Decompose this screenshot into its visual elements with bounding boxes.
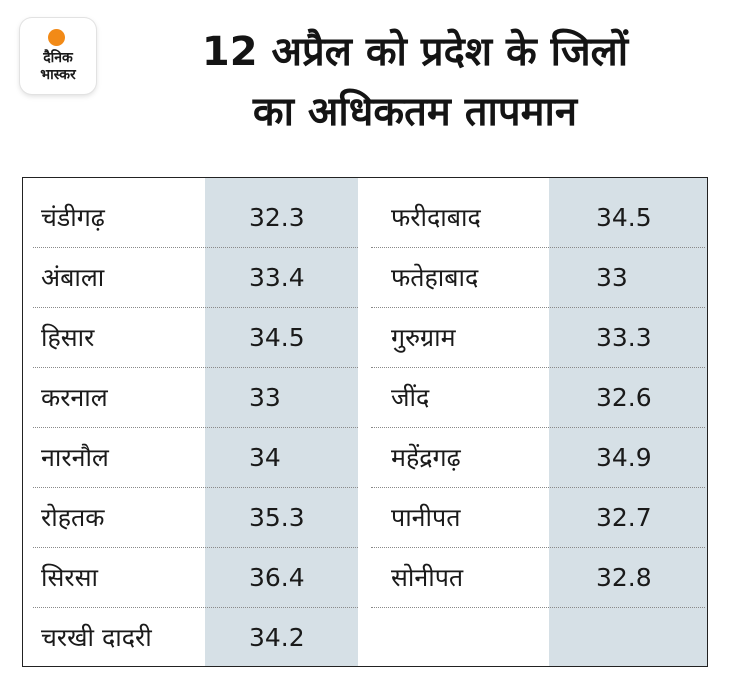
district-name-cell: चंडीगढ़ (41, 203, 105, 232)
district-name-cell: महेंद्रगढ़ (391, 443, 461, 472)
temperature-value-cell: 33.4 (249, 263, 305, 292)
table-row: सिरसा 36.4 सोनीपत 32.8 (23, 548, 707, 608)
logo-text-line2: भास्कर (40, 67, 76, 83)
temperature-value-cell: 34.9 (596, 443, 652, 472)
row-divider (33, 547, 358, 548)
row-divider (33, 427, 358, 428)
temperature-table: चंडीगढ़ 32.3 फरीदाबाद 34.5 अंबाला 33.4 फतेहाबा… (22, 177, 708, 667)
district-name-cell: जींद (391, 383, 430, 412)
temperature-value-cell: 33 (249, 383, 281, 412)
district-name-cell: सोनीपत (391, 563, 464, 592)
row-divider (371, 367, 705, 368)
district-name-cell: फतेहाबाद (391, 263, 479, 292)
row-divider (33, 247, 358, 248)
table-row: रोहतक 35.3 पानीपत 32.7 (23, 488, 707, 548)
row-divider (33, 307, 358, 308)
table-row: चरखी दादरी 34.2 (23, 608, 707, 668)
district-name-cell: पानीपत (391, 503, 461, 532)
district-name-cell: चरखी दादरी (41, 623, 152, 652)
row-divider (371, 547, 705, 548)
row-divider (371, 607, 705, 608)
temperature-value-cell: 32.8 (596, 563, 652, 592)
row-divider (371, 427, 705, 428)
row-divider (371, 307, 705, 308)
row-divider (33, 487, 358, 488)
district-name-cell: नारनौल (41, 443, 109, 472)
temperature-value-cell: 34.5 (249, 323, 305, 352)
district-name-cell: रोहतक (41, 503, 105, 532)
title-line2: का अधिकतम तापमान (252, 89, 578, 135)
temperature-value-cell: 33.3 (596, 323, 652, 352)
district-name-cell: सिरसा (41, 563, 98, 592)
temperature-value-cell: 33 (596, 263, 628, 292)
district-name-cell: करनाल (41, 383, 108, 412)
page-title: 12 अप्रैल को प्रदेश के जिलों का अधिकतम त… (110, 22, 720, 142)
temperature-value-cell: 32.3 (249, 203, 305, 232)
district-name-cell: फरीदाबाद (391, 203, 481, 232)
temperature-value-cell: 35.3 (249, 503, 305, 532)
temperature-value-cell: 34.5 (596, 203, 652, 232)
value-column-shade-left (205, 178, 358, 666)
temperature-value-cell: 36.4 (249, 563, 305, 592)
temperature-value-cell: 34 (249, 443, 281, 472)
district-name-cell: गुरुग्राम (391, 323, 456, 352)
row-divider (371, 487, 705, 488)
table-row: हिसार 34.5 गुरुग्राम 33.3 (23, 308, 707, 368)
temperature-value-cell: 34.2 (249, 623, 305, 652)
brand-logo: दैनिक भास्कर (20, 18, 96, 94)
row-divider (33, 607, 358, 608)
table-body: चंडीगढ़ 32.3 फरीदाबाद 34.5 अंबाला 33.4 फतेहाबा… (23, 188, 707, 668)
logo-text-line1: दैनिक (43, 50, 73, 66)
row-divider (371, 247, 705, 248)
table-row: अंबाला 33.4 फतेहाबाद 33 (23, 248, 707, 308)
table-row: चंडीगढ़ 32.3 फरीदाबाद 34.5 (23, 188, 707, 248)
district-name-cell: अंबाला (41, 263, 105, 292)
title-line1: 12 अप्रैल को प्रदेश के जिलों (201, 29, 629, 75)
table-row: करनाल 33 जींद 32.6 (23, 368, 707, 428)
temperature-value-cell: 32.6 (596, 383, 652, 412)
table-row: नारनौल 34 महेंद्रगढ़ 34.9 (23, 428, 707, 488)
sun-icon (48, 29, 65, 46)
row-divider (33, 367, 358, 368)
district-name-cell: हिसार (41, 323, 95, 352)
temperature-value-cell: 32.7 (596, 503, 652, 532)
value-column-shade-right (549, 178, 707, 666)
